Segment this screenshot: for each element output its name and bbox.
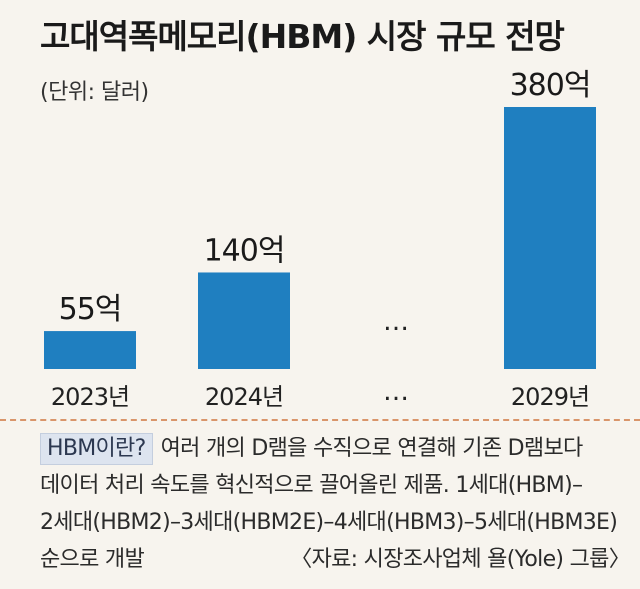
note-line-3: 2세대(HBM2)–3세대(HBM2E)–4세대(HBM3)–5세대(HBM3E… — [40, 510, 618, 535]
bar-chart: 55억 2023년 140억 2024년 380억 2029년 … … — [44, 68, 596, 411]
hbm-tag: HBM이란? — [40, 432, 153, 465]
bar-0 — [44, 331, 136, 369]
note-line-2: 데이터 처리 속도를 혁신적으로 끌어올린 제품. 1세대(HBM)– — [40, 473, 583, 498]
bar-1 — [198, 272, 290, 369]
source-credit: 〈자료: 시장조사업체 욜(Yole) 그룹〉 — [290, 547, 630, 572]
chart-title: 고대역폭메모리(HBM) 시장 규모 전망 — [40, 17, 565, 56]
data-label-0: 55억 — [59, 292, 122, 327]
bar-2 — [504, 107, 596, 369]
data-label-2: 380억 — [510, 68, 591, 103]
dashed-divider — [0, 419, 640, 421]
gap-ellipsis-0: … — [383, 307, 409, 337]
category-label-0: 2023년 — [51, 383, 129, 411]
category-label-1: 2024년 — [205, 383, 283, 411]
note-line-4: 순으로 개발 — [40, 547, 145, 572]
gap-ellipsis-1: … — [383, 377, 409, 407]
note-line-1: 여러 개의 D램을 수직으로 연결해 기존 D램보다 — [160, 436, 584, 461]
category-label-2: 2029년 — [511, 383, 589, 411]
unit-label: (단위: 달러) — [40, 80, 149, 105]
data-label-1: 140억 — [204, 233, 285, 268]
hbm-definition-note: HBM이란? 여러 개의 D램을 수직으로 연결해 기존 D램보다 데이터 처리… — [40, 430, 631, 578]
